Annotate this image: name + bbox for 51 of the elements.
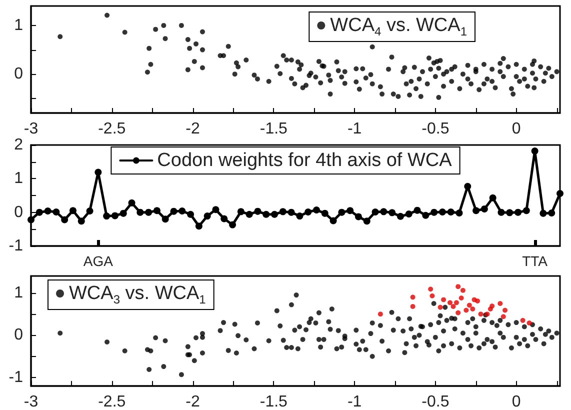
point (475, 298, 480, 304)
y-tick-label: -1 (8, 369, 24, 386)
point (490, 304, 495, 309)
x-tick-label: -0.5 (422, 120, 450, 138)
point (454, 300, 459, 306)
y-tick-label: -1 (8, 238, 24, 254)
point (460, 288, 466, 293)
y-tick-label: 1 (14, 170, 24, 188)
point (450, 304, 456, 309)
x-tick-label: -3 (24, 394, 38, 410)
x-tick-label: -2.5 (98, 120, 126, 138)
y-tick-label: 0 (14, 204, 24, 221)
point (498, 301, 503, 306)
y-tick-label: 1 (14, 284, 24, 302)
y-tick-label: 0 (14, 66, 24, 83)
x-tick-label: -0.5 (422, 394, 450, 410)
x-tick-label: 0 (512, 394, 521, 410)
point (448, 300, 452, 306)
point (526, 320, 532, 326)
point (520, 318, 526, 323)
x-tick-label: -1.5 (260, 394, 288, 410)
x-tick-label: AGA (83, 253, 114, 269)
point (466, 302, 472, 308)
point (428, 286, 434, 292)
point (470, 306, 476, 312)
point (410, 304, 416, 309)
x-tick-label: -1.5 (260, 120, 288, 138)
x-tick-label: -2 (186, 394, 200, 410)
point (378, 312, 383, 317)
point (438, 304, 443, 310)
x-tick-label: -2.5 (98, 394, 126, 410)
point (500, 314, 506, 320)
point (441, 297, 446, 302)
point (456, 310, 461, 316)
y-tick-label: 0 (14, 326, 24, 344)
legend-label: Codon weights for 4th axis of WCA (157, 150, 452, 171)
x-tick-label: TTA (522, 253, 548, 269)
point (410, 294, 416, 300)
point (464, 308, 469, 313)
x-tick-label: 0 (512, 120, 521, 138)
point (458, 296, 464, 300)
y-tick-label: 2 (14, 136, 24, 154)
point (478, 312, 484, 317)
x-tick-label: -3 (24, 120, 38, 138)
point (502, 308, 508, 313)
point (456, 284, 461, 290)
x-tick-label: -1 (347, 120, 362, 138)
y-tick-label: 1 (14, 16, 24, 34)
x-tick-label: -2 (186, 120, 200, 138)
x-tick-label: -1 (347, 394, 362, 410)
point (430, 293, 435, 298)
